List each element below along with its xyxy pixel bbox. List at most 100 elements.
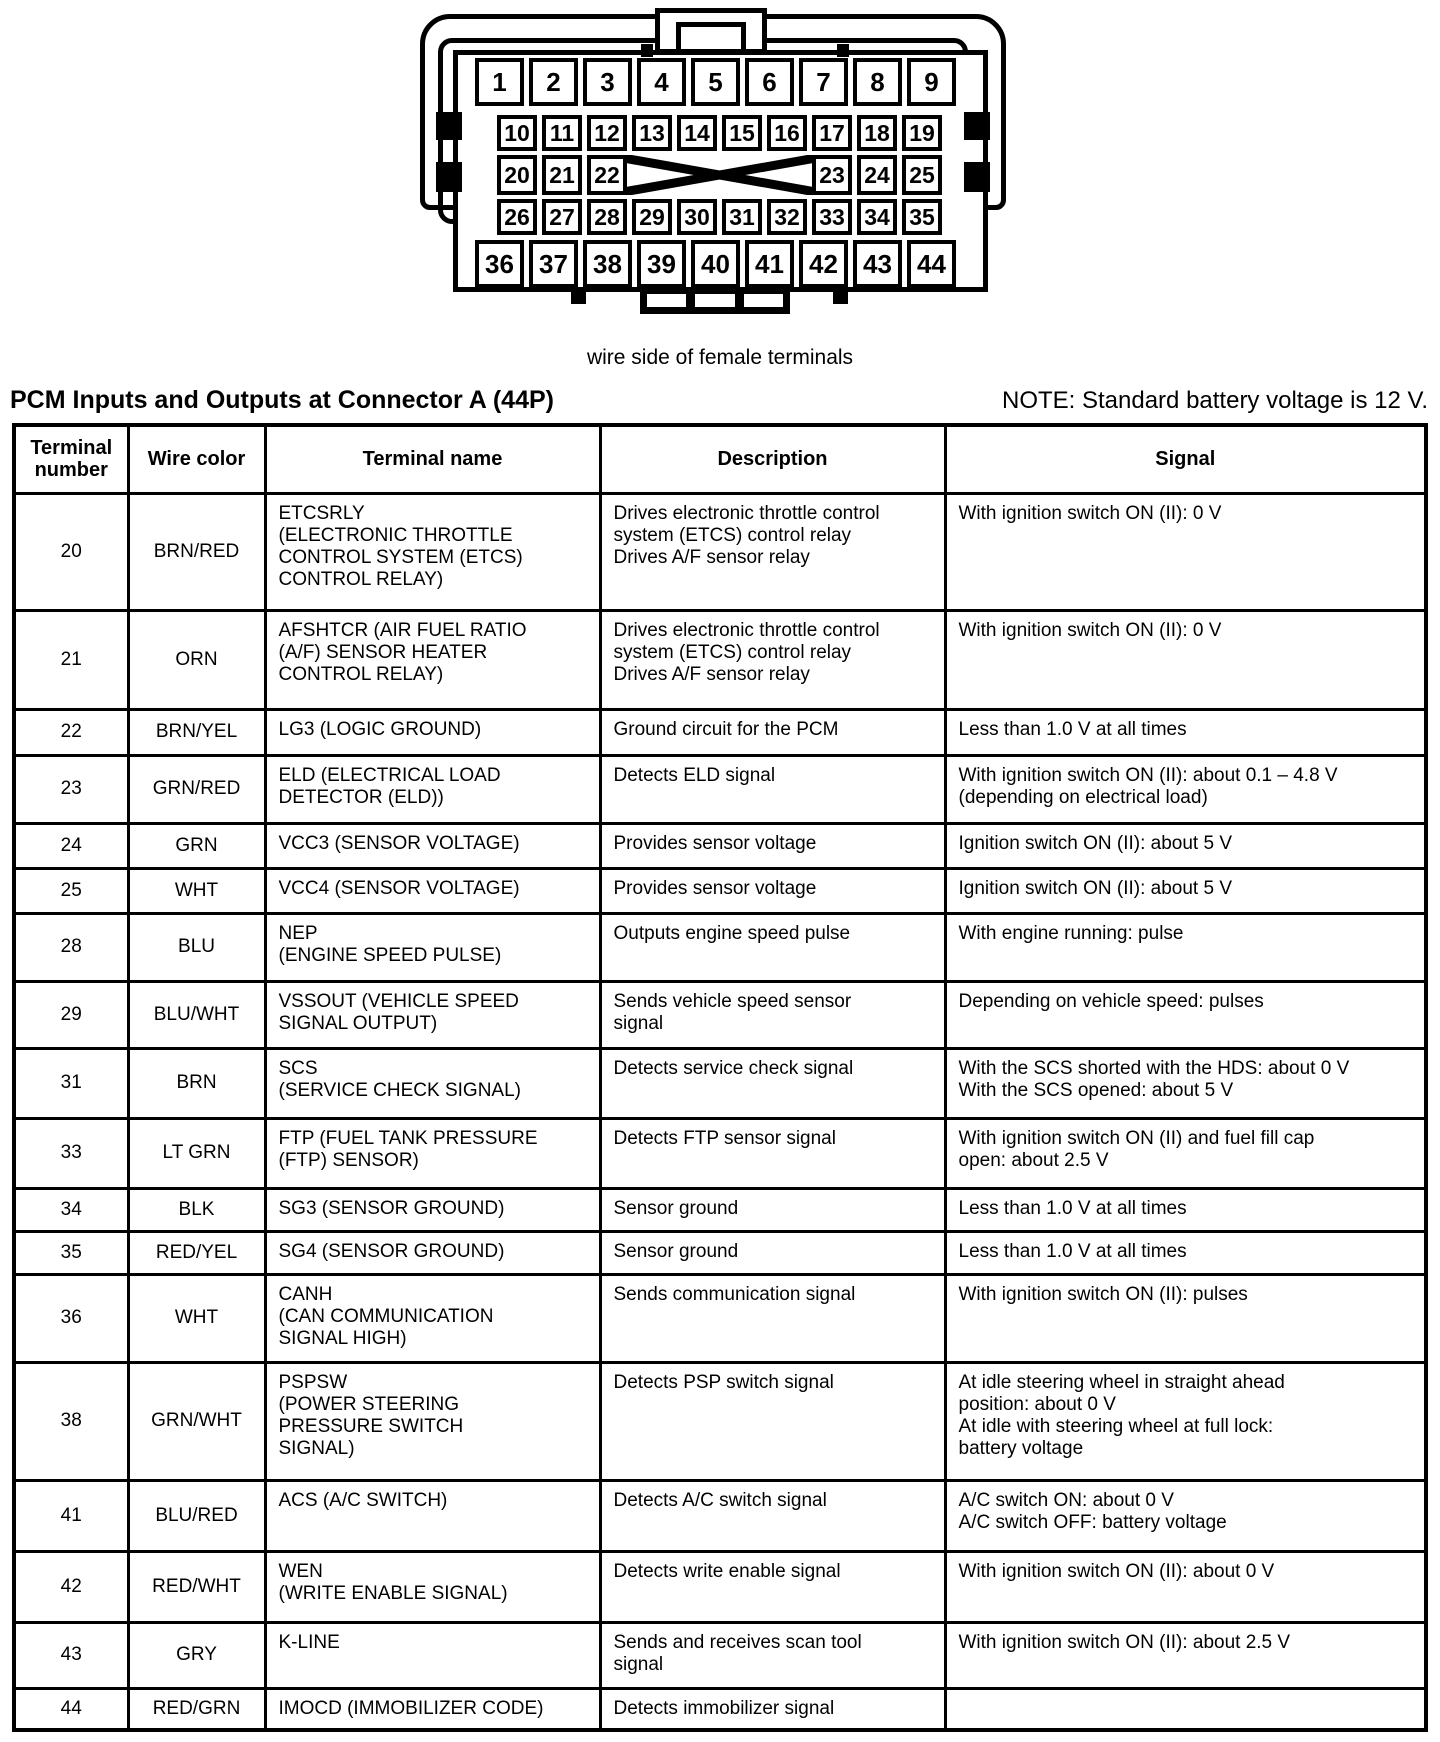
connector-lock-tab-inner (676, 22, 746, 54)
table-row: 23 GRN/RED ELD (ELECTRICAL LOAD DETECTOR (… (12, 753, 1428, 825)
cell-terminal-number: 44 (12, 1686, 130, 1732)
pin-cell-15: 15 (722, 115, 762, 151)
pin-cell-3: 3 (583, 58, 632, 106)
cell-description: Provides sensor voltage (598, 821, 947, 870)
pin-cell-9: 9 (907, 58, 956, 106)
cell-description: Sends vehicle speed sensor signal (598, 979, 947, 1050)
cell-wire-color: WHT (126, 866, 267, 915)
table-row: 41 BLU/RED ACS (A/C SWITCH) Detects A/C swi… (12, 1478, 1428, 1553)
pinout-table: Terminal number Wire color Terminal name… (12, 423, 1428, 1732)
pin-cell-28: 28 (587, 199, 627, 235)
cell-description: Drives electronic throttle control syste… (598, 608, 947, 711)
cell-wire-color: GRY (126, 1620, 267, 1690)
cell-terminal-number: 41 (12, 1478, 130, 1553)
note-text: NOTE: Standard battery voltage is 12 V. (1001, 387, 1428, 414)
pin-cell-12: 12 (587, 115, 627, 151)
cell-terminal-name: ACS (A/C SWITCH) (263, 1478, 602, 1553)
pin-cell-36: 36 (475, 240, 524, 288)
cell-signal: Ignition switch ON (II): about 5 V (943, 866, 1428, 915)
pin-cell-10: 10 (497, 115, 537, 151)
pin-cell-24: 24 (857, 155, 897, 195)
table-row: 31 BRN SCS (SERVICE CHECK SIGNAL) Detects s… (12, 1046, 1428, 1120)
cell-description: Detects A/C switch signal (598, 1478, 947, 1553)
pin-cell-35: 35 (902, 199, 942, 235)
cell-signal: With engine running: pulse (943, 911, 1428, 983)
header-terminal-number: Terminal number (12, 423, 130, 495)
pin-cell-5: 5 (691, 58, 740, 106)
cell-wire-color: BRN (126, 1046, 267, 1120)
table-row: 24 GRN VCC3 (SENSOR VOLTAGE) Provides senso… (12, 821, 1428, 870)
pin-cell-32: 32 (767, 199, 807, 235)
table-row: 25 WHT VCC4 (SENSOR VOLTAGE) Provides senso… (12, 866, 1428, 915)
table-row: 36 WHT CANH (CAN COMMUNICATION SIGNAL HIGH… (12, 1272, 1428, 1364)
pin-cell-18: 18 (857, 115, 897, 151)
cell-terminal-number: 42 (12, 1549, 130, 1624)
cell-signal: With ignition switch ON (II): about 2.5 … (943, 1620, 1428, 1690)
blocked-cavity-x-icon (627, 155, 812, 195)
cell-description: Detects service check signal (598, 1046, 947, 1120)
table-row: 33 LT GRN FTP (FUEL TANK PRESSURE (FTP) SE… (12, 1116, 1428, 1190)
cell-description: Sensor ground (598, 1229, 947, 1276)
pin-cell-31: 31 (722, 199, 762, 235)
cell-wire-color: RED/YEL (126, 1229, 267, 1276)
pin-cell-13: 13 (632, 115, 672, 151)
cell-terminal-name: LG3 (LOGIC GROUND) (263, 707, 602, 757)
cell-signal: With ignition switch ON (II): pulses (943, 1272, 1428, 1364)
cell-signal: With the SCS shorted with the HDS: about… (943, 1046, 1428, 1120)
cell-wire-color: ORN (126, 608, 267, 711)
cell-wire-color: WHT (126, 1272, 267, 1364)
pin-cell-19: 19 (902, 115, 942, 151)
cell-description: Detects PSP switch signal (598, 1360, 947, 1482)
cell-description: Detects ELD signal (598, 753, 947, 825)
pin-cell-2: 2 (529, 58, 578, 106)
cell-terminal-number: 29 (12, 979, 130, 1050)
pin-cell-39: 39 (637, 240, 686, 288)
pin-cell-34: 34 (857, 199, 897, 235)
pin-cell-44: 44 (907, 240, 956, 288)
connector-side-tab (964, 162, 990, 192)
connector-bottom-nub-right (833, 289, 848, 304)
cell-terminal-name: SCS (SERVICE CHECK SIGNAL) (263, 1046, 602, 1120)
pin-cell-14: 14 (677, 115, 717, 151)
pin-cell-7: 7 (799, 58, 848, 106)
cell-description: Outputs engine speed pulse (598, 911, 947, 983)
pin-cell-33: 33 (812, 199, 852, 235)
cell-signal: With ignition switch ON (II): 0 V (943, 608, 1428, 711)
pin-cell-43: 43 (853, 240, 902, 288)
table-header-row: Terminal number Wire color Terminal name… (12, 423, 1428, 495)
pin-cell-17: 17 (812, 115, 852, 151)
pin-cell-27: 27 (542, 199, 582, 235)
section-heading: PCM Inputs and Outputs at Connector A (4… (0, 386, 1440, 423)
cell-wire-color: GRN/WHT (126, 1360, 267, 1482)
cell-signal: Less than 1.0 V at all times (943, 1229, 1428, 1276)
cell-description: Sensor ground (598, 1186, 947, 1233)
connector-bottom-lock (640, 287, 790, 314)
table-row: 38 GRN/WHT PSPSW (POWER STEERING PRESSURE … (12, 1360, 1428, 1482)
cell-wire-color: GRN (126, 821, 267, 870)
header-description: Description (598, 423, 947, 495)
cell-signal: At idle steering wheel in straight ahead… (943, 1360, 1428, 1482)
cell-terminal-name: PSPSW (POWER STEERING PRESSURE SWITCH SI… (263, 1360, 602, 1482)
cell-terminal-number: 36 (12, 1272, 130, 1364)
connector-bottom-nub-left (571, 289, 586, 304)
cell-description: Drives electronic throttle control syste… (598, 491, 947, 612)
cell-wire-color: BLU/WHT (126, 979, 267, 1050)
connector-side-tab (964, 112, 990, 140)
cell-terminal-number: 25 (12, 866, 130, 915)
pin-cell-8: 8 (853, 58, 902, 106)
cell-signal: Less than 1.0 V at all times (943, 707, 1428, 757)
table-row: 44 RED/GRN IMOCD (IMMOBILIZER CODE) Detects… (12, 1686, 1428, 1732)
cell-terminal-name: WEN (WRITE ENABLE SIGNAL) (263, 1549, 602, 1624)
cell-terminal-name: VSSOUT (VEHICLE SPEED SIGNAL OUTPUT) (263, 979, 602, 1050)
cell-terminal-number: 20 (12, 491, 130, 612)
cell-wire-color: RED/GRN (126, 1686, 267, 1732)
cell-terminal-name: ETCSRLY (ELECTRONIC THROTTLE CONTROL SYS… (263, 491, 602, 612)
cell-terminal-name: NEP (ENGINE SPEED PULSE) (263, 911, 602, 983)
cell-signal: With ignition switch ON (II): about 0.1 … (943, 753, 1428, 825)
pin-cell-29: 29 (632, 199, 672, 235)
cell-signal: With ignition switch ON (II): 0 V (943, 491, 1428, 612)
pin-cell-21: 21 (542, 155, 582, 195)
cell-terminal-name: K-LINE (263, 1620, 602, 1690)
cell-description: Sends and receives scan tool signal (598, 1620, 947, 1690)
pin-cell-6: 6 (745, 58, 794, 106)
